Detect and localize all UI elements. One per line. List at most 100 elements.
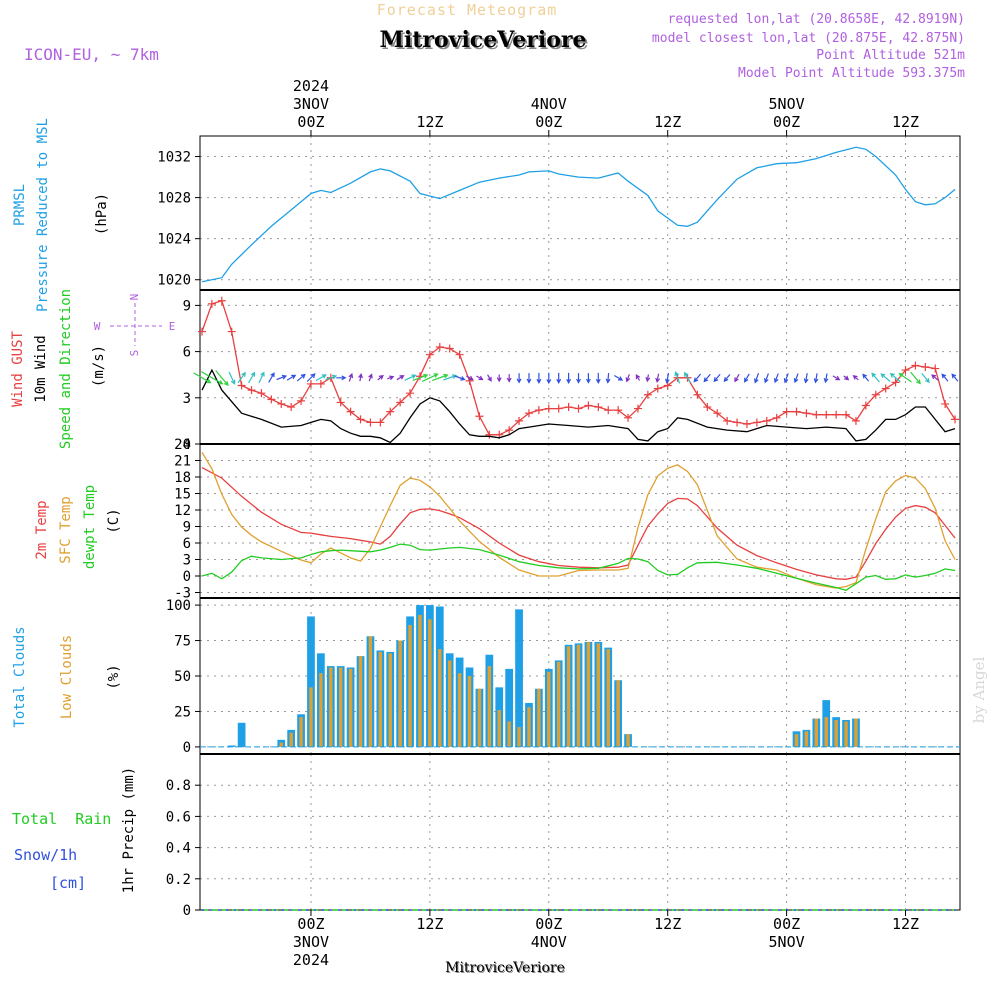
y-tick-label: 0.8 — [166, 778, 191, 794]
wind-arrow — [566, 372, 572, 384]
footer-station-front: MitroviceVeriore — [445, 960, 565, 976]
gust-marker — [207, 299, 216, 308]
wind-arrow — [871, 372, 880, 383]
low-cloud-bar — [507, 721, 511, 747]
y-tick-label: 15 — [174, 487, 191, 503]
cloud-unit-label: (%) — [106, 664, 122, 689]
low-cloud-bar — [438, 649, 442, 747]
gust-marker — [931, 364, 940, 373]
low-cloud-bar — [517, 727, 521, 747]
wind-arrow — [546, 372, 552, 385]
low-cloud-bar — [527, 707, 531, 747]
panel-3: 0 25 50 75 100 — [166, 597, 961, 756]
bottom-time-label: 00Z — [773, 915, 800, 933]
gust-marker — [247, 386, 256, 395]
model-label: ICON-EU, ~ 7km — [24, 45, 159, 64]
gust-marker — [633, 404, 642, 413]
low-clouds-label: Low Clouds — [59, 635, 75, 719]
low-cloud-bar — [606, 649, 610, 747]
low-cloud-bar — [586, 641, 591, 747]
panel-1: 0 3 6 9 — [183, 289, 961, 453]
compass-s: S — [128, 350, 141, 357]
y-tick-label: 0.6 — [166, 809, 191, 825]
snow-unit-label: [cm] — [50, 874, 86, 892]
gust-marker — [505, 426, 514, 435]
gust-marker — [782, 407, 791, 416]
total-rain-label: Total Rain — [12, 810, 111, 828]
gust-marker — [574, 404, 583, 413]
wind-arrow — [898, 372, 912, 383]
low-cloud-bar — [299, 717, 303, 747]
gust-marker — [733, 418, 742, 427]
wind-arrow — [723, 374, 731, 383]
gust-marker — [703, 403, 712, 412]
prmsl-label: PRMSL — [12, 184, 28, 226]
sfc-temp-line — [201, 451, 956, 589]
low-cloud-bar — [388, 653, 392, 747]
gust-marker — [891, 378, 900, 387]
gust-marker — [594, 403, 603, 412]
wind-arrow — [625, 374, 631, 383]
wind-arrow — [315, 374, 327, 382]
wind-dir-label: Speed and Direction — [58, 289, 74, 449]
compass-e: E — [169, 320, 176, 333]
wind-arrow — [605, 373, 611, 384]
y-tick-label: 0 — [183, 437, 191, 453]
top-time-label: 4NOV — [531, 95, 567, 113]
bottom-time-label: 4NOV — [531, 933, 567, 951]
time-axis: 00Z3NOV202400Z3NOV202412Z12Z00Z4NOV00Z4N… — [293, 77, 919, 969]
y-tick-label: 9 — [183, 520, 191, 536]
low-cloud-bar — [457, 673, 462, 747]
pressure-side-labels: PRMSL Pressure Reduced to MSL (hPa) — [12, 118, 110, 312]
wind-arrow — [476, 375, 484, 381]
gust-marker — [614, 406, 623, 415]
t2m-label: 2m Temp — [34, 500, 50, 559]
gust-marker — [941, 399, 950, 408]
y-tick-label: 18 — [174, 470, 191, 486]
wind-arrow — [556, 372, 562, 384]
bottom-time-label: 12Z — [416, 915, 443, 933]
page-title-front: MitroviceVeriore — [380, 27, 587, 53]
low-cloud-bar — [547, 671, 551, 747]
wind-arrow — [832, 375, 841, 381]
low-cloud-bar — [279, 742, 283, 747]
gust-marker — [832, 410, 841, 419]
model-altitude: Model Point Altitude 593.375m — [738, 66, 965, 81]
wind-arrow — [703, 373, 711, 383]
wind-arrow — [674, 371, 681, 384]
y-tick-label: 0 — [183, 569, 191, 585]
pressure-desc-label: Pressure Reduced to MSL — [35, 118, 51, 312]
gust-marker — [406, 389, 415, 398]
gust-marker — [396, 398, 405, 407]
bottom-time-label: 5NOV — [769, 933, 805, 951]
low-cloud-bar — [368, 636, 373, 747]
y-tick-label: 6 — [183, 536, 191, 552]
gust-marker — [881, 384, 890, 393]
wind-arrow — [296, 373, 306, 382]
gust-marker — [554, 404, 563, 413]
wind-arrow — [306, 373, 316, 382]
gust-marker — [871, 390, 880, 399]
total-clouds-label: Total Clouds — [12, 626, 28, 727]
gust-marker — [197, 327, 206, 336]
gust-marker — [217, 296, 226, 305]
wind-arrow — [803, 373, 809, 384]
panel-frame — [199, 753, 961, 911]
bottom-time-label: 12Z — [654, 915, 681, 933]
wind-arrow — [286, 374, 297, 381]
low-cloud-bar — [477, 688, 482, 747]
wind-arrow — [951, 373, 959, 382]
low-cloud-bar — [794, 734, 799, 747]
wind-arrow — [655, 373, 661, 384]
gust-marker — [227, 327, 236, 336]
low-cloud-bar — [844, 721, 848, 747]
wind-arrow — [744, 373, 750, 383]
gust-marker — [277, 399, 286, 408]
gust-marker — [772, 413, 781, 422]
bottom-time-label: 12Z — [892, 915, 919, 933]
low-cloud-bar — [329, 667, 333, 747]
requested-coords: requested lon,lat (20.8658E, 42.8919N) — [668, 12, 965, 27]
wind-arrow — [454, 375, 466, 381]
wind-arrow — [823, 373, 829, 384]
